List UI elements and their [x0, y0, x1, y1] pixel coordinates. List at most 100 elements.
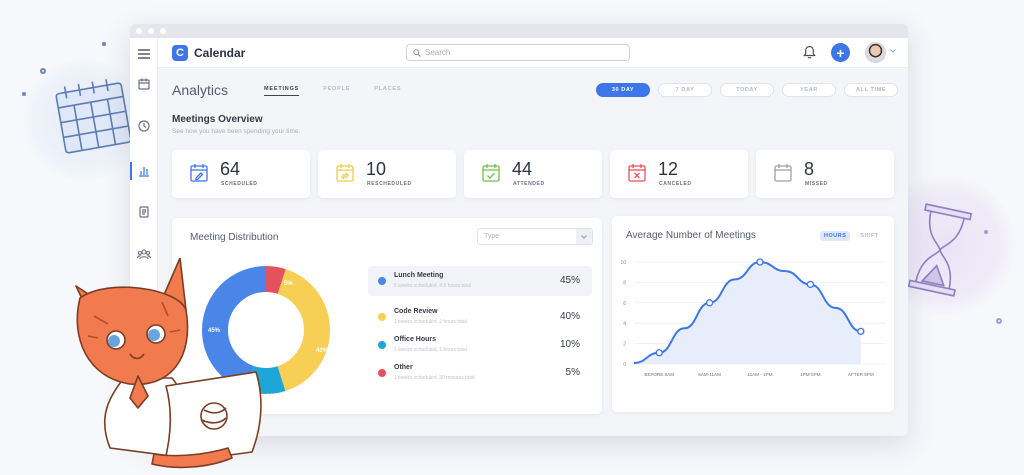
- decorative-dot: [40, 68, 46, 74]
- search-placeholder: Search: [425, 48, 451, 57]
- document-icon[interactable]: [136, 204, 152, 220]
- notification-bell-icon[interactable]: [803, 45, 816, 59]
- type-select[interactable]: Type: [477, 228, 593, 245]
- main-content: Analytics MEETINGS PEOPLE PLACES 30 DAY …: [158, 68, 908, 436]
- y-tick-label: 10: [620, 260, 626, 266]
- toggle-hours-button[interactable]: HOURS: [820, 231, 851, 241]
- window-control-minimize[interactable]: [148, 28, 154, 34]
- tab-places[interactable]: PLACES: [374, 86, 402, 92]
- stat-label: CANCELED: [659, 181, 692, 187]
- x-tick-label: 1PM-5PM: [800, 372, 821, 377]
- legend-detail: 5 weeks scheduled, 4.5 hours total: [394, 283, 471, 289]
- clock-icon[interactable]: [136, 118, 152, 134]
- toggle-shift-button[interactable]: SHIFT: [860, 233, 879, 239]
- data-point: [857, 327, 865, 336]
- legend-detail: 1 weeks scheduled, 2 hours total: [394, 319, 467, 325]
- tab-people[interactable]: PEOPLE: [323, 86, 351, 92]
- data-point: [655, 349, 663, 357]
- donut-slice-office-hours: [202, 266, 330, 394]
- donut-slice-code-review: [202, 266, 330, 394]
- legend-name: Other: [394, 364, 413, 371]
- legend-percent: 45%: [559, 275, 580, 286]
- range-7-day-button[interactable]: 7 DAY: [658, 83, 712, 97]
- stat-value: 12: [658, 159, 679, 179]
- calendar-missed-icon: [774, 164, 792, 182]
- app-window: C Calendar Search + Analytics MEETINGS P…: [130, 24, 908, 436]
- stat-label: RESCHEDULED: [367, 181, 412, 187]
- stat-value: 8: [804, 159, 815, 179]
- calendar-reschedule-icon: [336, 164, 354, 182]
- legend-detail: 1 weeks scheduled, 30 minutes total: [394, 375, 475, 381]
- series-line: [633, 260, 861, 364]
- plus-icon: +: [836, 44, 845, 61]
- add-event-button[interactable]: +: [831, 43, 850, 62]
- legend-dot: [378, 341, 386, 349]
- legend-dot: [378, 369, 386, 377]
- window-control-close[interactable]: [136, 28, 142, 34]
- x-tick-label: BEFORE 8AM: [644, 372, 674, 377]
- overview-subtitle: See how you have been spending your time…: [172, 128, 301, 135]
- range-today-button[interactable]: TODAY: [720, 83, 774, 97]
- search-icon: [413, 48, 421, 57]
- average-meetings-card: Average Number of Meetings HOURS SHIFT 0…: [612, 216, 894, 412]
- decorative-dot: [984, 230, 988, 234]
- legend-item-office-hours[interactable]: Office Hours 1 weeks scheduled, 1 hours …: [368, 330, 592, 360]
- range-30-day-button[interactable]: 30 DAY: [596, 83, 650, 97]
- stat-value: 44: [512, 159, 533, 179]
- distribution-title: Meeting Distribution: [190, 232, 279, 243]
- window-control-maximize[interactable]: [160, 28, 166, 34]
- legend-item-other[interactable]: Other 1 weeks scheduled, 30 minutes tota…: [368, 358, 592, 388]
- legend-item-lunch-meeting[interactable]: Lunch Meeting 5 weeks scheduled, 4.5 hou…: [368, 266, 592, 296]
- analytics-icon[interactable]: [136, 163, 152, 179]
- calendar-icon[interactable]: [136, 76, 152, 92]
- stat-label: SCHEDULED: [221, 181, 258, 187]
- type-select-placeholder: Type: [484, 233, 500, 240]
- avatar[interactable]: [865, 42, 886, 63]
- average-meetings-area-chart: 0 2 4 6 8 10 BEFORE 8AM 8AM-11AM 11AM - 1PM 1PM-5…: [620, 258, 886, 377]
- chevron-down-icon: [576, 229, 592, 244]
- legend-dot: [378, 313, 386, 321]
- legend-percent: 40%: [559, 311, 580, 322]
- y-tick-label: 6: [623, 301, 626, 307]
- data-point: [806, 280, 815, 289]
- donut-label-office-hours: 10%: [266, 394, 279, 400]
- distribution-donut-chart: 45% 40% 10% 5%: [202, 266, 330, 400]
- hourglass-illustration: [907, 203, 973, 297]
- x-tick-label: 11AM - 1PM: [747, 372, 772, 377]
- area-fill: [634, 262, 861, 364]
- sidebar-active-indicator: [130, 162, 132, 180]
- people-icon[interactable]: [136, 246, 152, 262]
- legend-percent: 5%: [565, 367, 580, 378]
- x-tick-label: 8AM-11AM: [698, 372, 721, 377]
- calendar-check-icon: [482, 164, 500, 182]
- overview-title: Meetings Overview: [172, 114, 263, 125]
- stat-card-scheduled[interactable]: 64 SCHEDULED: [172, 150, 310, 198]
- average-title: Average Number of Meetings: [626, 230, 756, 241]
- search-input[interactable]: Search: [406, 44, 630, 61]
- y-tick-label: 0: [623, 362, 626, 368]
- stat-label: ATTENDED: [513, 181, 545, 187]
- meeting-distribution-card: Meeting Distribution Type 45% 40% 10% 5%…: [172, 218, 602, 414]
- sketch-calendar-illustration: [55, 79, 132, 154]
- chevron-down-icon[interactable]: [890, 49, 896, 53]
- donut-label-lunch-meeting: 45%: [208, 328, 221, 334]
- analytics-tabs: MEETINGS PEOPLE PLACES: [264, 86, 401, 96]
- app-name: Calendar: [194, 46, 246, 60]
- top-bar: C Calendar Search +: [158, 38, 908, 68]
- stat-card-rescheduled[interactable]: 10 RESCHEDULED: [318, 150, 456, 198]
- decorative-dot: [102, 42, 106, 46]
- page-title: Analytics: [172, 82, 229, 98]
- legend-name: Code Review: [394, 308, 438, 315]
- range-year-button[interactable]: YEAR: [782, 83, 836, 97]
- app-logo[interactable]: C Calendar: [172, 45, 245, 61]
- stat-card-attended[interactable]: 44 ATTENDED: [464, 150, 602, 198]
- date-range-filters: 30 DAY 7 DAY TODAY YEAR ALL TIME: [596, 83, 898, 97]
- stat-value: 10: [366, 159, 387, 179]
- menu-icon[interactable]: [136, 46, 152, 62]
- stat-card-canceled[interactable]: 12 CANCELED: [610, 150, 748, 198]
- legend-name: Office Hours: [394, 336, 437, 343]
- tab-meetings[interactable]: MEETINGS: [264, 86, 300, 96]
- range-all-time-button[interactable]: ALL TIME: [844, 83, 898, 97]
- legend-item-code-review[interactable]: Code Review 1 weeks scheduled, 2 hours t…: [368, 302, 592, 332]
- stat-card-missed[interactable]: 8 MISSED: [756, 150, 894, 198]
